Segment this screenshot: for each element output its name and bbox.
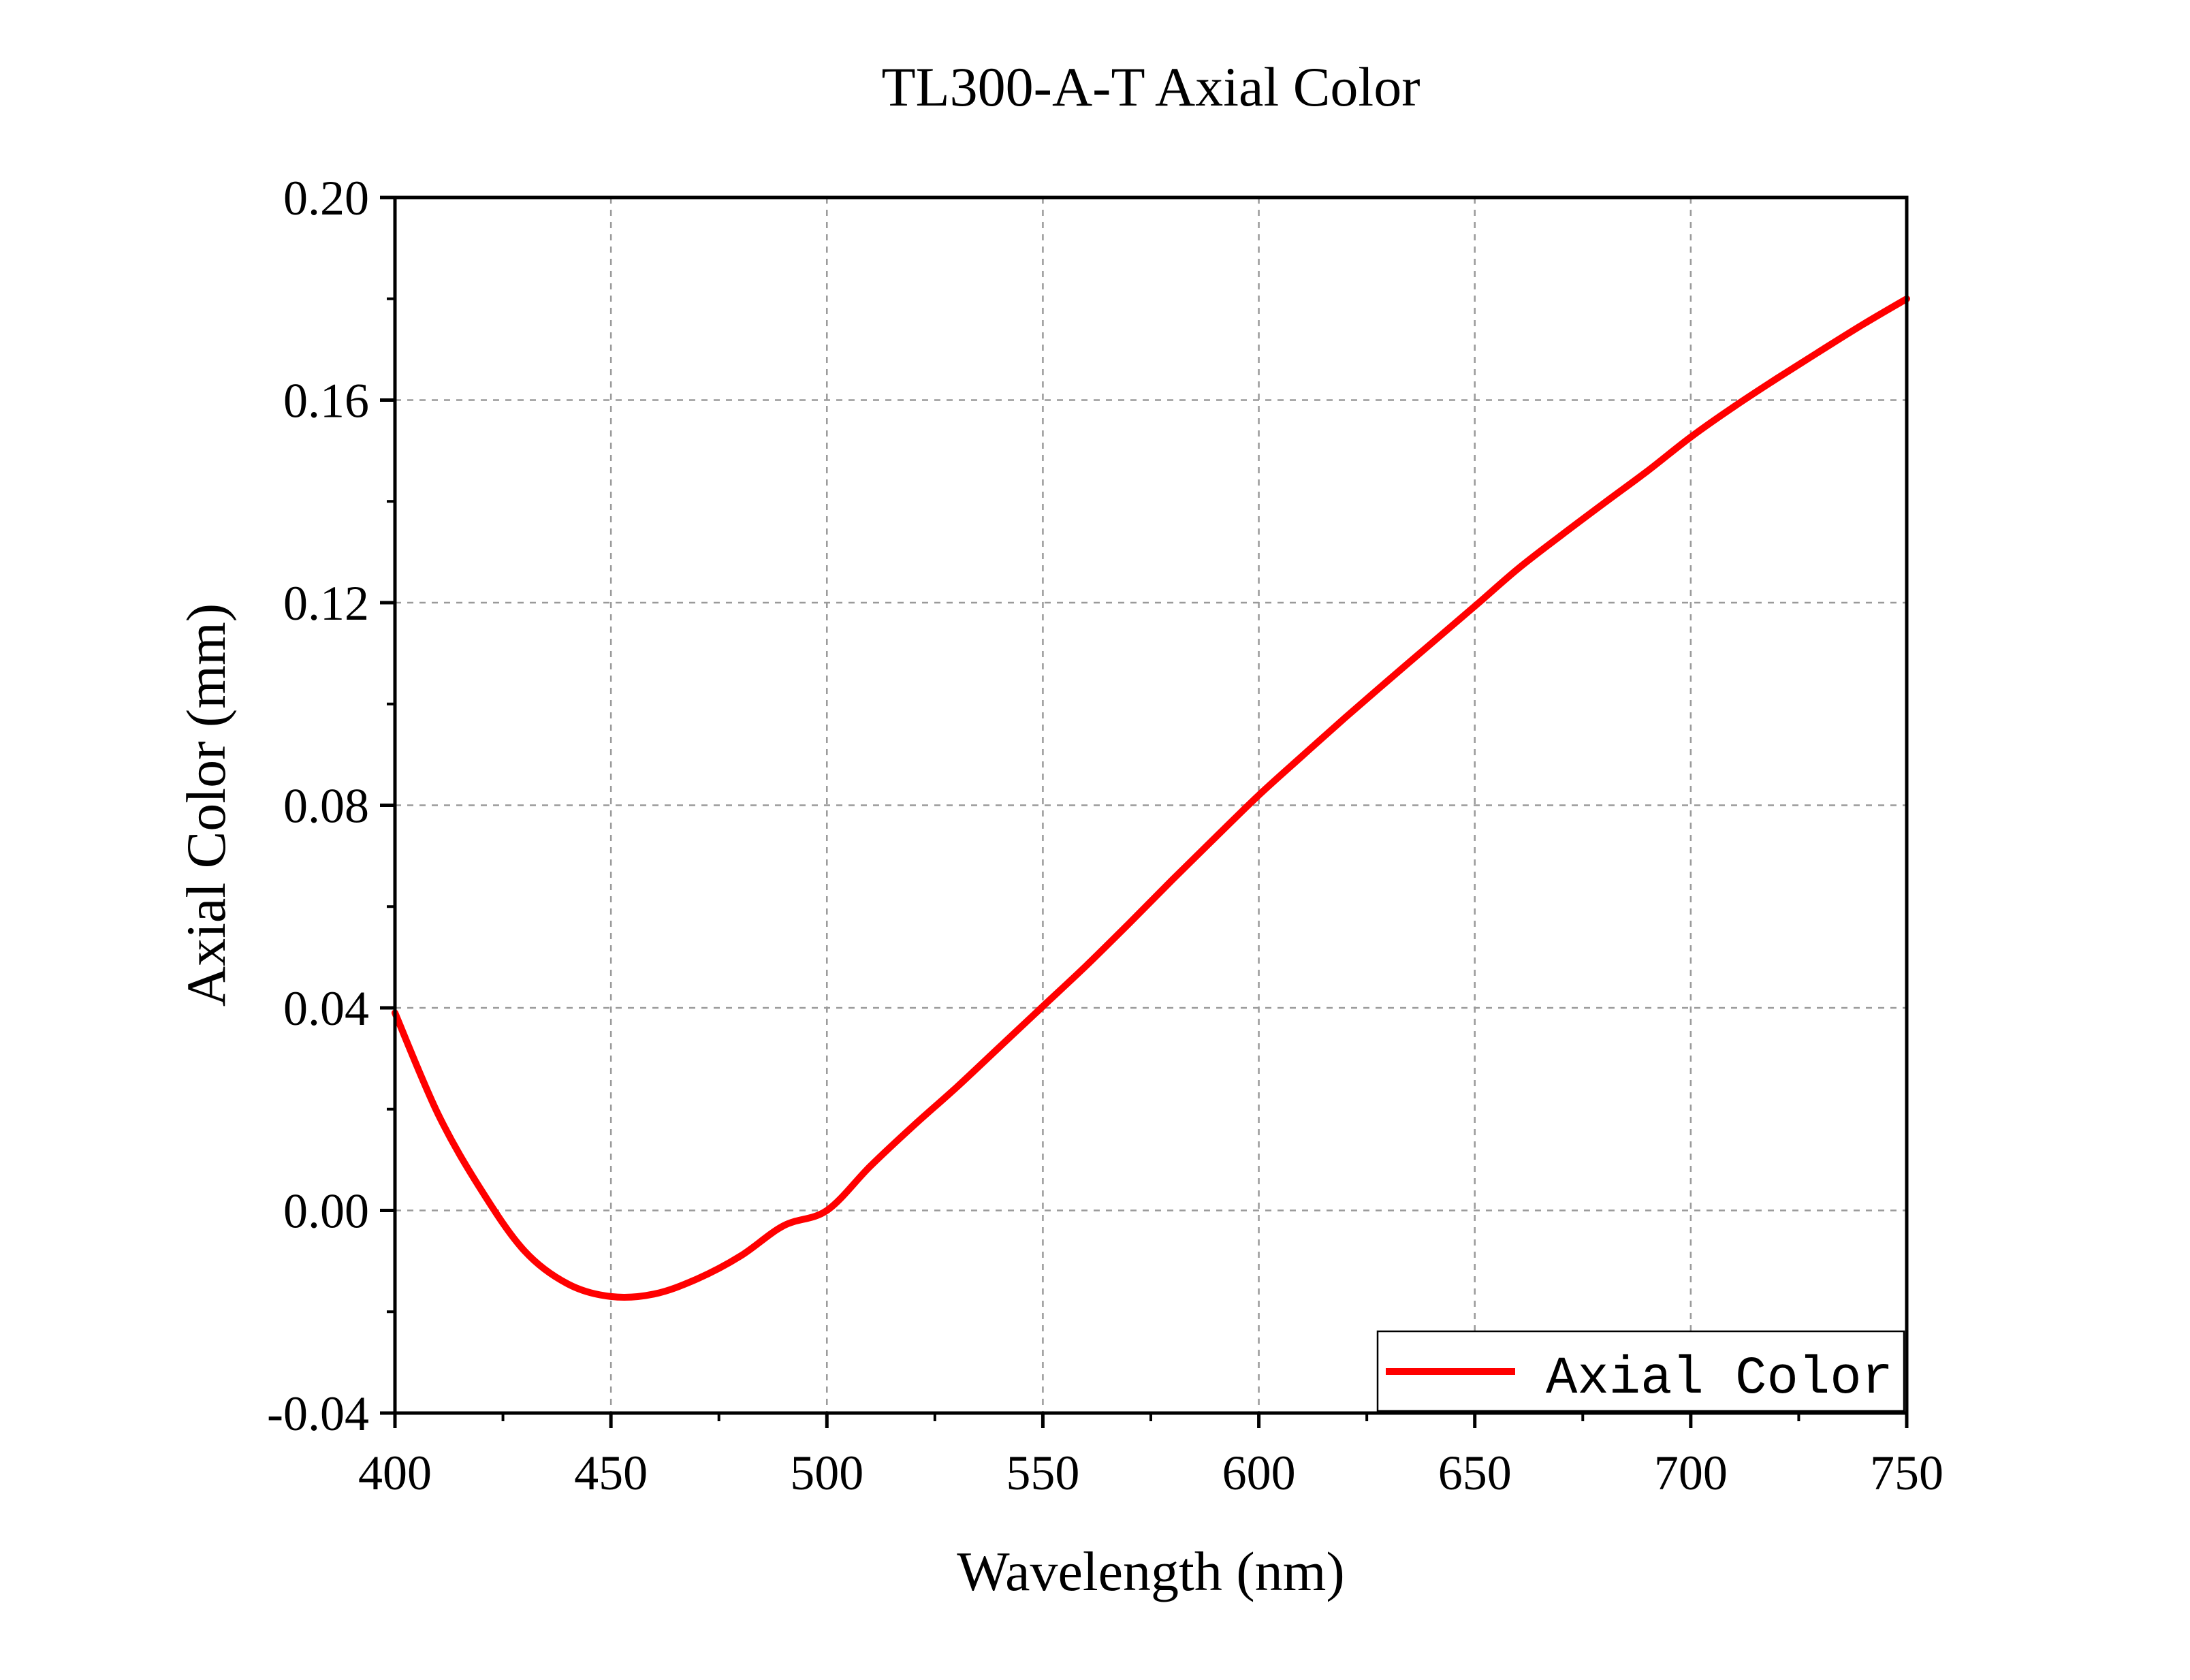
plot-frame (393, 195, 1909, 1415)
y-axis-label: Axial Color (mm) (175, 603, 237, 1007)
chart-title: TL300-A-T Axial Color (881, 56, 1420, 118)
x-tick-label: 700 (1654, 1446, 1728, 1500)
x-tick-label: 450 (574, 1446, 648, 1500)
grid (395, 197, 1907, 1413)
y-tick-labels: -0.04 0.00 0.04 0.08 0.12 0.16 0.20 (267, 171, 369, 1441)
x-axis-label: Wavelength (nm) (957, 1540, 1344, 1602)
minor-ticks (387, 297, 1800, 1421)
y-tick-label: 0.04 (283, 981, 369, 1036)
y-tick-label: 0.12 (283, 576, 369, 631)
y-tick-label: 0.08 (283, 779, 369, 834)
series-line-axial-color (392, 295, 1910, 1301)
legend-label: Axial Color (1546, 1349, 1893, 1409)
legend: Axial Color (1376, 1330, 1905, 1412)
y-tick-label: 0.20 (283, 171, 369, 225)
x-tick-labels: 400 450 500 550 600 650 700 750 (358, 1446, 1943, 1500)
x-tick-label: 550 (1006, 1446, 1079, 1500)
x-tick-label: 650 (1438, 1446, 1512, 1500)
y-tick-label: -0.04 (267, 1386, 369, 1441)
series-layer (392, 295, 1910, 1301)
x-tick-label: 400 (358, 1446, 432, 1500)
major-ticks (380, 195, 1909, 1428)
x-tick-label: 600 (1222, 1446, 1296, 1500)
x-tick-label: 750 (1870, 1446, 1943, 1500)
y-tick-label: 0.16 (283, 374, 369, 428)
y-tick-label: 0.00 (283, 1184, 369, 1239)
x-tick-label: 500 (790, 1446, 863, 1500)
